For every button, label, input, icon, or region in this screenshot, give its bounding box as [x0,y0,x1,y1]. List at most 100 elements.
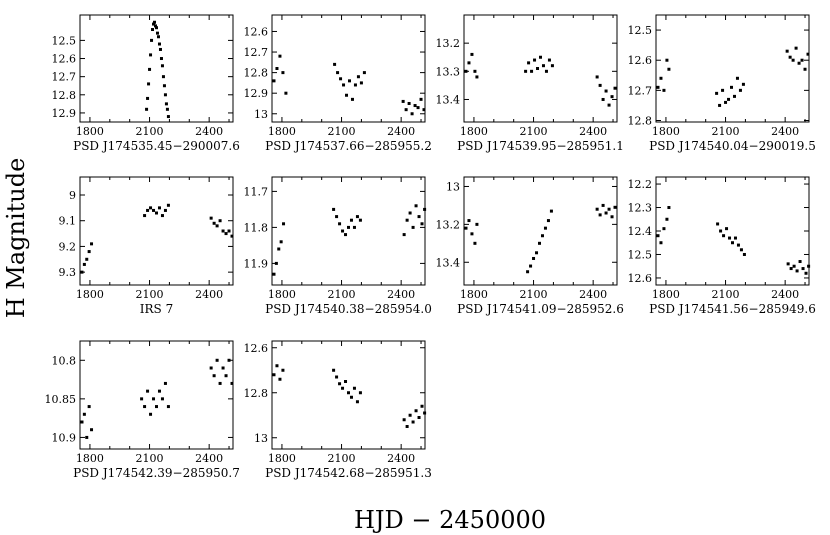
data-point [598,83,602,87]
data-point [411,420,415,424]
data-point [342,83,346,87]
y-tick-label: 12.4 [628,225,653,238]
data-point [464,226,468,230]
y-tick-label: 12.5 [628,248,653,261]
data-point [151,28,155,32]
data-point [800,58,804,62]
data-point [362,71,366,75]
y-tick-label: 12.8 [244,387,269,400]
data-point [601,97,605,101]
data-point [540,234,544,238]
data-point [475,75,479,79]
data-point [80,270,84,274]
data-point [152,22,156,26]
data-point [344,380,348,383]
panel-title: PSD J174542.39−285950.7 [73,466,240,480]
y-tick-label: 9 [69,189,76,202]
y-tick-label: 9.2 [59,240,77,253]
x-tick-label: 2100 [520,288,548,301]
data-point [165,107,169,111]
data-point [338,222,342,226]
data-point [527,61,531,65]
data-point [405,218,409,222]
data-point [404,108,408,112]
data-point [423,207,427,211]
data-point [613,86,617,90]
panel-frame [463,176,618,286]
panel-3: 1800 2100 2400 13.2 13.3 13.4 PSD J174539.95−2… [436,14,624,153]
data-point [352,386,356,390]
data-point [332,368,336,372]
x-tick-label: 2400 [771,288,799,301]
data-point [475,222,479,226]
y-tick-label: 12.6 [244,342,269,355]
data-point [604,211,608,215]
data-point [143,214,147,218]
data-point [277,247,281,251]
data-point [549,209,553,213]
panel-frame [271,14,426,123]
panel-frame [463,14,618,123]
data-point [732,94,736,98]
data-point [161,75,165,79]
data-point [227,229,231,233]
y-tick-label: 13.4 [436,93,461,106]
y-axis-label: H Magnitude [2,158,30,319]
data-point [804,271,808,275]
data-point [155,31,159,35]
data-point [347,225,350,229]
data-point [347,391,350,395]
x-tick-label: 1800 [76,288,104,301]
panel-title: PSD J174540.38−285954.0 [265,302,432,316]
panel-title: IRS 7 [140,302,173,316]
x-tick-label: 2400 [195,452,223,465]
data-point [155,405,158,409]
data-point [281,368,285,372]
data-point [665,217,669,221]
data-point [157,389,161,393]
data-point [789,267,793,271]
data-point [410,112,414,116]
data-point [356,75,360,79]
data-point [535,251,539,255]
data-point [467,61,471,65]
data-point [662,88,666,92]
data-point [87,250,91,254]
data-point [87,405,91,409]
data-point [155,211,158,215]
panel-6: 1800 2100 2400 11.7 11.8 11.9 PSD J174540.38−2… [244,176,432,316]
x-tick-label: 1800 [460,288,488,301]
data-point [166,203,170,207]
x-tick-label: 1800 [76,452,104,465]
x-tick-label: 1800 [268,125,296,138]
data-point [80,420,84,424]
data-point [613,205,617,209]
data-point [152,208,156,212]
y-tick-label: 12.6 [628,272,653,285]
y-tick-label: 12.9 [244,87,269,100]
x-tick-label: 1800 [76,125,104,138]
data-point [610,215,614,219]
data-point [727,97,731,101]
y-tick-label: 11.9 [244,257,269,270]
panel-10: 1800 2100 2400 12.6 12.8 13 PSD J174542.68−285… [244,340,432,480]
data-point [145,107,149,111]
data-point [353,83,357,87]
data-point [405,425,409,428]
y-tick-label: 10.85 [45,393,77,406]
data-point [806,52,810,56]
data-point [803,67,807,71]
data-point [154,24,158,28]
data-point [156,35,160,39]
data-point [335,375,339,379]
data-point [786,262,790,266]
data-point [355,215,359,219]
panel-frame [79,176,234,286]
data-point [345,93,349,97]
data-point [85,257,89,261]
data-point [163,208,167,212]
data-point [143,405,147,409]
y-tick-label: 12.5 [628,24,653,37]
data-point [272,373,276,377]
data-point [610,95,614,99]
